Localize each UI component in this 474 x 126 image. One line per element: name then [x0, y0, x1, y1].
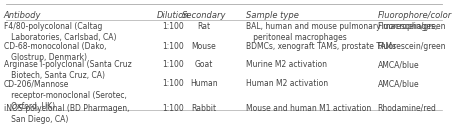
Text: Fluorophore/color: Fluorophore/color	[378, 11, 452, 20]
Text: F4/80-polycolonal (Caltag
   Laboratories, Carlsbad, CA): F4/80-polycolonal (Caltag Laboratories, …	[4, 22, 116, 42]
Text: Arginase I-polyclonal (Santa Cruz
   Biotech, Santa Cruz, CA): Arginase I-polyclonal (Santa Cruz Biotec…	[4, 60, 131, 80]
Text: Fluorescein/green: Fluorescein/green	[378, 22, 446, 31]
Text: Fluorescein/green: Fluorescein/green	[378, 41, 446, 51]
Text: Human M2 activation: Human M2 activation	[246, 79, 328, 88]
Text: 1:100: 1:100	[162, 22, 183, 31]
Text: 1:100: 1:100	[162, 60, 183, 69]
Text: Goat: Goat	[195, 60, 213, 69]
Text: 1:100: 1:100	[162, 41, 183, 51]
Text: Rhodamine/red: Rhodamine/red	[378, 104, 437, 113]
Text: Rat: Rat	[197, 22, 210, 31]
Text: iNOS-polyclonal (BD Pharmagen,
   San Diego, CA): iNOS-polyclonal (BD Pharmagen, San Diego…	[4, 104, 129, 124]
Text: AMCA/blue: AMCA/blue	[378, 60, 419, 69]
Text: CD-68-monocolonal (Dako,
   Glostrup, Denmark): CD-68-monocolonal (Dako, Glostrup, Denma…	[4, 41, 106, 62]
Text: 1:100: 1:100	[162, 104, 183, 113]
Text: Human: Human	[190, 79, 218, 88]
Text: BAL, human and mouse pulmonary macrophages,
   peritoneal macrophages: BAL, human and mouse pulmonary macrophag…	[246, 22, 438, 42]
Text: Mouse: Mouse	[191, 41, 216, 51]
Text: AMCA/blue: AMCA/blue	[378, 79, 419, 88]
Text: Murine M2 activation: Murine M2 activation	[246, 60, 327, 69]
Text: Antibody: Antibody	[4, 11, 41, 20]
Text: Sample type: Sample type	[246, 11, 299, 20]
Text: Rabbit: Rabbit	[191, 104, 217, 113]
Text: Mouse and human M1 activation: Mouse and human M1 activation	[246, 104, 372, 113]
Text: Dilution: Dilution	[156, 11, 189, 20]
Text: 1:100: 1:100	[162, 79, 183, 88]
Text: BDMCs, xenograft TAMs, prostate TAMs: BDMCs, xenograft TAMs, prostate TAMs	[246, 41, 396, 51]
Text: CD-206/Mannose
   receptor-monoclonal (Serotec,
   Oxford, UK): CD-206/Mannose receptor-monoclonal (Sero…	[4, 79, 127, 111]
Text: Secondary: Secondary	[182, 11, 226, 20]
